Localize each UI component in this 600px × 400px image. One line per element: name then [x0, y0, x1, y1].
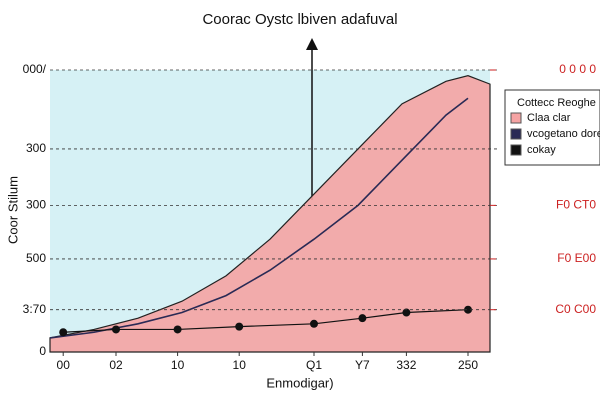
marker: [402, 308, 411, 317]
y2-tick-label: 0 0 0 0: [559, 62, 596, 76]
marker: [173, 325, 182, 334]
x-tick-label: Q1: [306, 358, 322, 372]
marker: [112, 325, 120, 334]
line: [49, 97, 469, 339]
chart-title: Coorac Oystc lbiven adafuval: [202, 11, 397, 28]
y-tick-label: 0: [39, 344, 46, 358]
marker: [59, 328, 68, 337]
arrow-head: [306, 38, 318, 50]
y-axis-label: Coor Stilum: [5, 176, 20, 244]
x-tick-label: 10: [171, 358, 185, 372]
legend-title: Cottecc Reoghe: [517, 97, 596, 109]
line: [63, 309, 469, 333]
marker: [464, 305, 472, 314]
legend-label: vcogetano dorel: [527, 128, 600, 140]
legend-label: Claa clar: [527, 112, 571, 124]
y-tick-label: 300: [26, 198, 46, 212]
y2-tick-label: F0 E00: [557, 251, 596, 265]
marker: [235, 322, 244, 331]
y-tick-label: 000/: [23, 62, 47, 76]
x-tick-label: 02: [109, 358, 123, 372]
legend-label: cokay: [527, 144, 556, 156]
y2-tick-label: C0 C00: [555, 302, 596, 316]
x-tick-label: 10: [233, 358, 247, 372]
x-tick-label: Y7: [355, 358, 370, 372]
y-tick-label: 500: [26, 251, 46, 265]
x-axis-label: Enmodigar): [266, 375, 333, 390]
marker: [358, 314, 367, 323]
x-tick-label: 250: [458, 358, 478, 372]
legend-swatch: [510, 112, 522, 124]
x-tick-label: 00: [57, 358, 71, 372]
x-tick-label: 332: [396, 358, 416, 372]
y-tick-label: 300: [26, 141, 46, 155]
legend-swatch: [510, 144, 522, 156]
y-tick-label: 3:70: [23, 302, 47, 316]
y2-tick-label: F0 CT0: [556, 198, 596, 212]
legend-swatch: [510, 128, 522, 140]
marker: [310, 319, 318, 328]
